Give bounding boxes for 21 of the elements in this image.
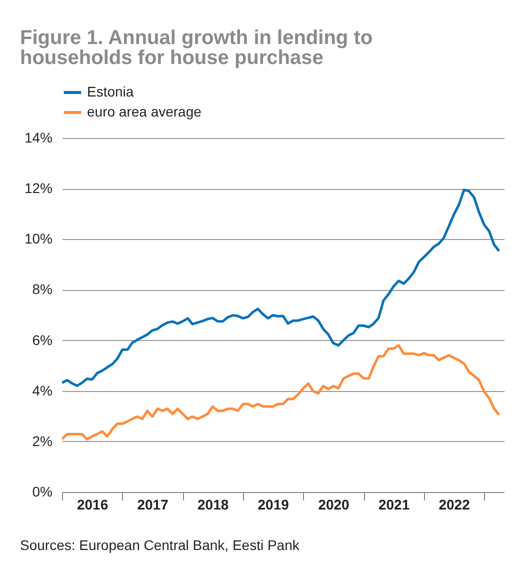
x-tick-label: 2016 <box>76 496 108 512</box>
x-tick-label: 2017 <box>137 496 169 512</box>
line-series <box>62 344 500 440</box>
legend-label: euro area average <box>87 104 202 120</box>
legend-label: Estonia <box>87 84 134 100</box>
x-tick-label: 2021 <box>378 496 410 512</box>
y-tick-label: 14% <box>24 130 52 146</box>
y-tick-label: 10% <box>24 230 52 247</box>
x-tick-label: 2022 <box>438 496 470 512</box>
y-tick-label: 2% <box>32 432 52 449</box>
line-series <box>62 188 500 388</box>
y-tick-label: 6% <box>32 332 52 348</box>
y-tick-label: 4% <box>32 382 52 398</box>
y-tick-label: 0% <box>32 484 52 500</box>
x-tick-label: 2019 <box>258 496 290 512</box>
x-tick-label: 2020 <box>318 496 350 512</box>
chart-title: Figure 1. Annual growth in lending to households for house purchase <box>20 27 373 69</box>
y-tick-label: 8% <box>32 281 52 298</box>
source-note: Sources: European Central Bank, Eesti Pank <box>20 537 300 553</box>
x-tick-label: 2018 <box>198 496 229 512</box>
y-tick-label: 12% <box>24 180 52 196</box>
